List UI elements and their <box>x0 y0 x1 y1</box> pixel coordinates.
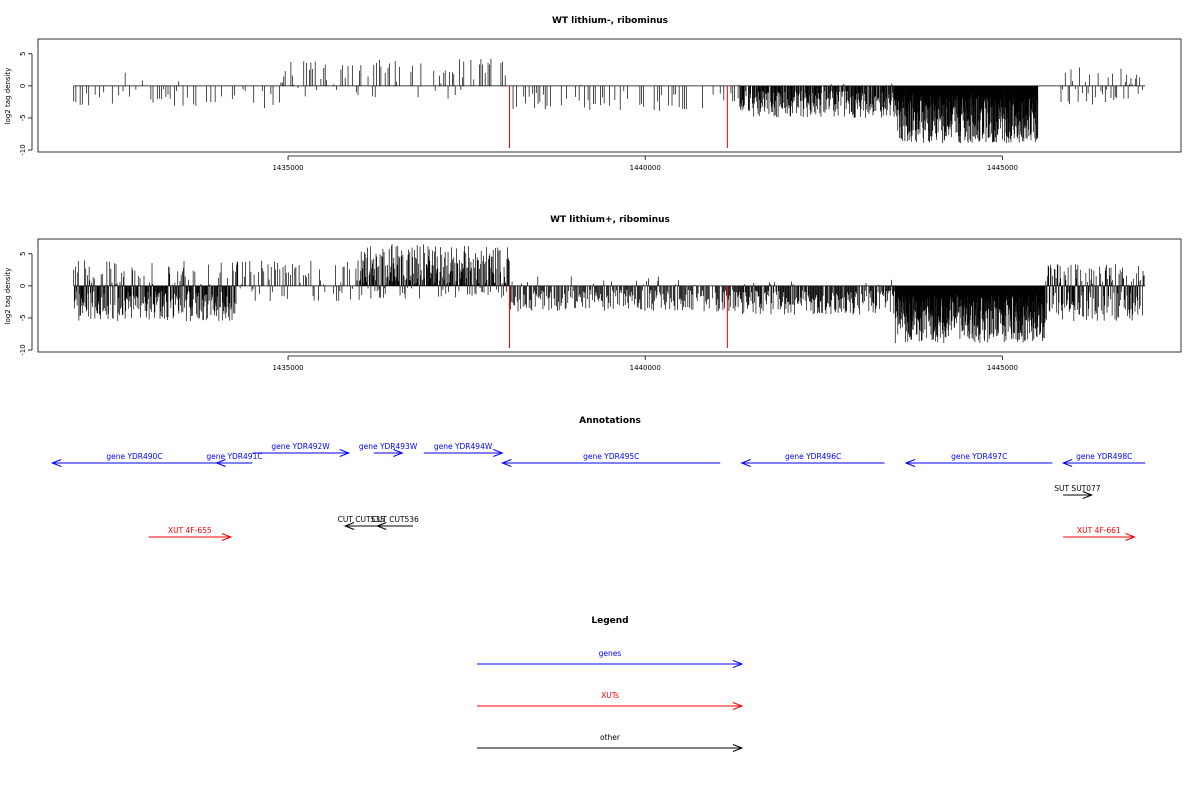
marker-lines <box>508 285 728 349</box>
feature-label: gene YDR493W <box>359 442 418 451</box>
feature-arrow-head <box>343 522 355 530</box>
legend-arrow-head <box>732 744 744 752</box>
x-tick-label: 1435000 <box>272 164 303 172</box>
feature-label: gene YDR490C <box>106 452 162 461</box>
y-tick-label: -10 <box>19 144 27 155</box>
y-tick-label: -5 <box>19 314 27 321</box>
legend-item: XUTs <box>477 691 744 710</box>
feature-label: CUT CUT535 <box>338 515 386 524</box>
x-tick-label: 1440000 <box>630 164 661 172</box>
feature-label: SUT SUT077 <box>1054 484 1101 493</box>
legend-item: other <box>477 733 744 752</box>
legend-label: XUTs <box>601 691 619 700</box>
gene-feature: gene YDR494W <box>423 442 504 457</box>
xut-feature: XUT 4F-661 <box>1063 526 1136 541</box>
plot-frame <box>37 238 1182 353</box>
y-tick-label: 5 <box>19 52 27 56</box>
panel-title: WT lithium+, ribominus <box>550 215 670 225</box>
legend-title: Legend <box>591 616 628 626</box>
y-axis: -10 -5 0 5 <box>19 252 33 356</box>
y-tick-label: 0 <box>19 284 27 288</box>
feature-label: XUT 4F-655 <box>168 526 212 535</box>
y-tick-label: -10 <box>19 344 27 355</box>
gene-feature: gene YDR493W <box>359 442 418 457</box>
x-axis: 1435000 1440000 1445000 <box>272 355 1018 372</box>
feature-arrow-head <box>50 459 62 467</box>
gene-feature: gene YDR498C <box>1061 452 1146 467</box>
gene-feature: gene YDR497C <box>904 452 1053 467</box>
y-axis: -10 -5 0 5 <box>19 52 33 156</box>
density-panel-1: WT lithium-, ribominus -10-505 1435000 14… <box>4 16 1182 172</box>
feature-label: gene YDR495C <box>583 452 639 461</box>
other-feature: CUT CUT535 <box>338 515 386 530</box>
legend-label: other <box>600 733 621 742</box>
legend-arrow-head <box>732 702 744 710</box>
gene-feature: gene YDR492W <box>252 442 351 457</box>
feature-arrow-head <box>393 449 404 457</box>
y-tick-label: -5 <box>19 114 27 121</box>
feature-label: gene YDR498C <box>1076 452 1132 461</box>
gene-feature: gene YDR495C <box>500 452 721 467</box>
feature-arrow-head <box>339 449 351 457</box>
other-feature: CUT CUT536 <box>372 515 420 530</box>
x-tick-label: 1445000 <box>987 364 1018 372</box>
y-axis-label: log2 tag density <box>4 268 12 325</box>
panel-title: WT lithium-, ribominus <box>552 16 668 26</box>
gene-feature: gene YDR496C <box>740 452 885 467</box>
feature-label: gene YDR497C <box>951 452 1007 461</box>
gene-feature: gene YDR491C <box>206 452 263 467</box>
annotations-panel: Annotations gene YDR490C gene YDR491Cgene… <box>50 416 1146 541</box>
feature-arrow-head <box>375 522 387 530</box>
feature-arrow-head <box>1125 533 1136 541</box>
feature-arrow-head <box>500 459 512 467</box>
feature-arrow-head <box>740 459 751 467</box>
marker-lines <box>508 85 728 149</box>
x-tick-label: 1440000 <box>630 364 661 372</box>
legend-panel: Legend genes XUTs other <box>477 616 744 752</box>
legend-item: genes <box>477 649 744 668</box>
y-tick-label: 0 <box>19 84 27 88</box>
feature-label: gene YDR492W <box>271 442 330 451</box>
y-tick-label: 5 <box>19 252 27 256</box>
gene-feature: gene YDR490C <box>50 452 217 467</box>
feature-tracks: gene YDR490C gene YDR491C gene YDR492W gene… <box>50 442 1146 541</box>
legend-label: genes <box>599 649 622 658</box>
bar-series <box>73 58 1146 144</box>
feature-label: XUT 4F-661 <box>1077 526 1121 535</box>
feature-label: gene YDR491C <box>206 452 262 461</box>
legend-arrow-head <box>732 660 744 668</box>
x-tick-label: 1445000 <box>987 164 1018 172</box>
feature-arrow-head <box>1082 491 1094 499</box>
plot-frame <box>37 38 1182 153</box>
annotations-title: Annotations <box>579 416 641 426</box>
other-feature: SUT SUT077 <box>1054 484 1101 499</box>
legend-items: genes XUTs other <box>477 649 744 752</box>
y-axis-label: log2 tag density <box>4 68 12 125</box>
x-tick-label: 1435000 <box>272 364 303 372</box>
bar-series <box>73 244 1146 344</box>
xut-feature: XUT 4F-655 <box>148 526 233 541</box>
x-axis: 1435000 1440000 1445000 <box>272 155 1018 172</box>
feature-arrow-head <box>1061 459 1073 467</box>
feature-arrow-head <box>493 449 504 457</box>
feature-arrow-head <box>221 533 233 541</box>
feature-label: gene YDR494W <box>434 442 493 451</box>
density-panel-2: WT lithium+, ribominus -10-505 1435000 14… <box>4 215 1182 372</box>
feature-arrow-head <box>215 459 226 467</box>
feature-label: CUT CUT536 <box>372 515 420 524</box>
feature-arrow-head <box>904 459 916 467</box>
feature-label: gene YDR496C <box>785 452 841 461</box>
